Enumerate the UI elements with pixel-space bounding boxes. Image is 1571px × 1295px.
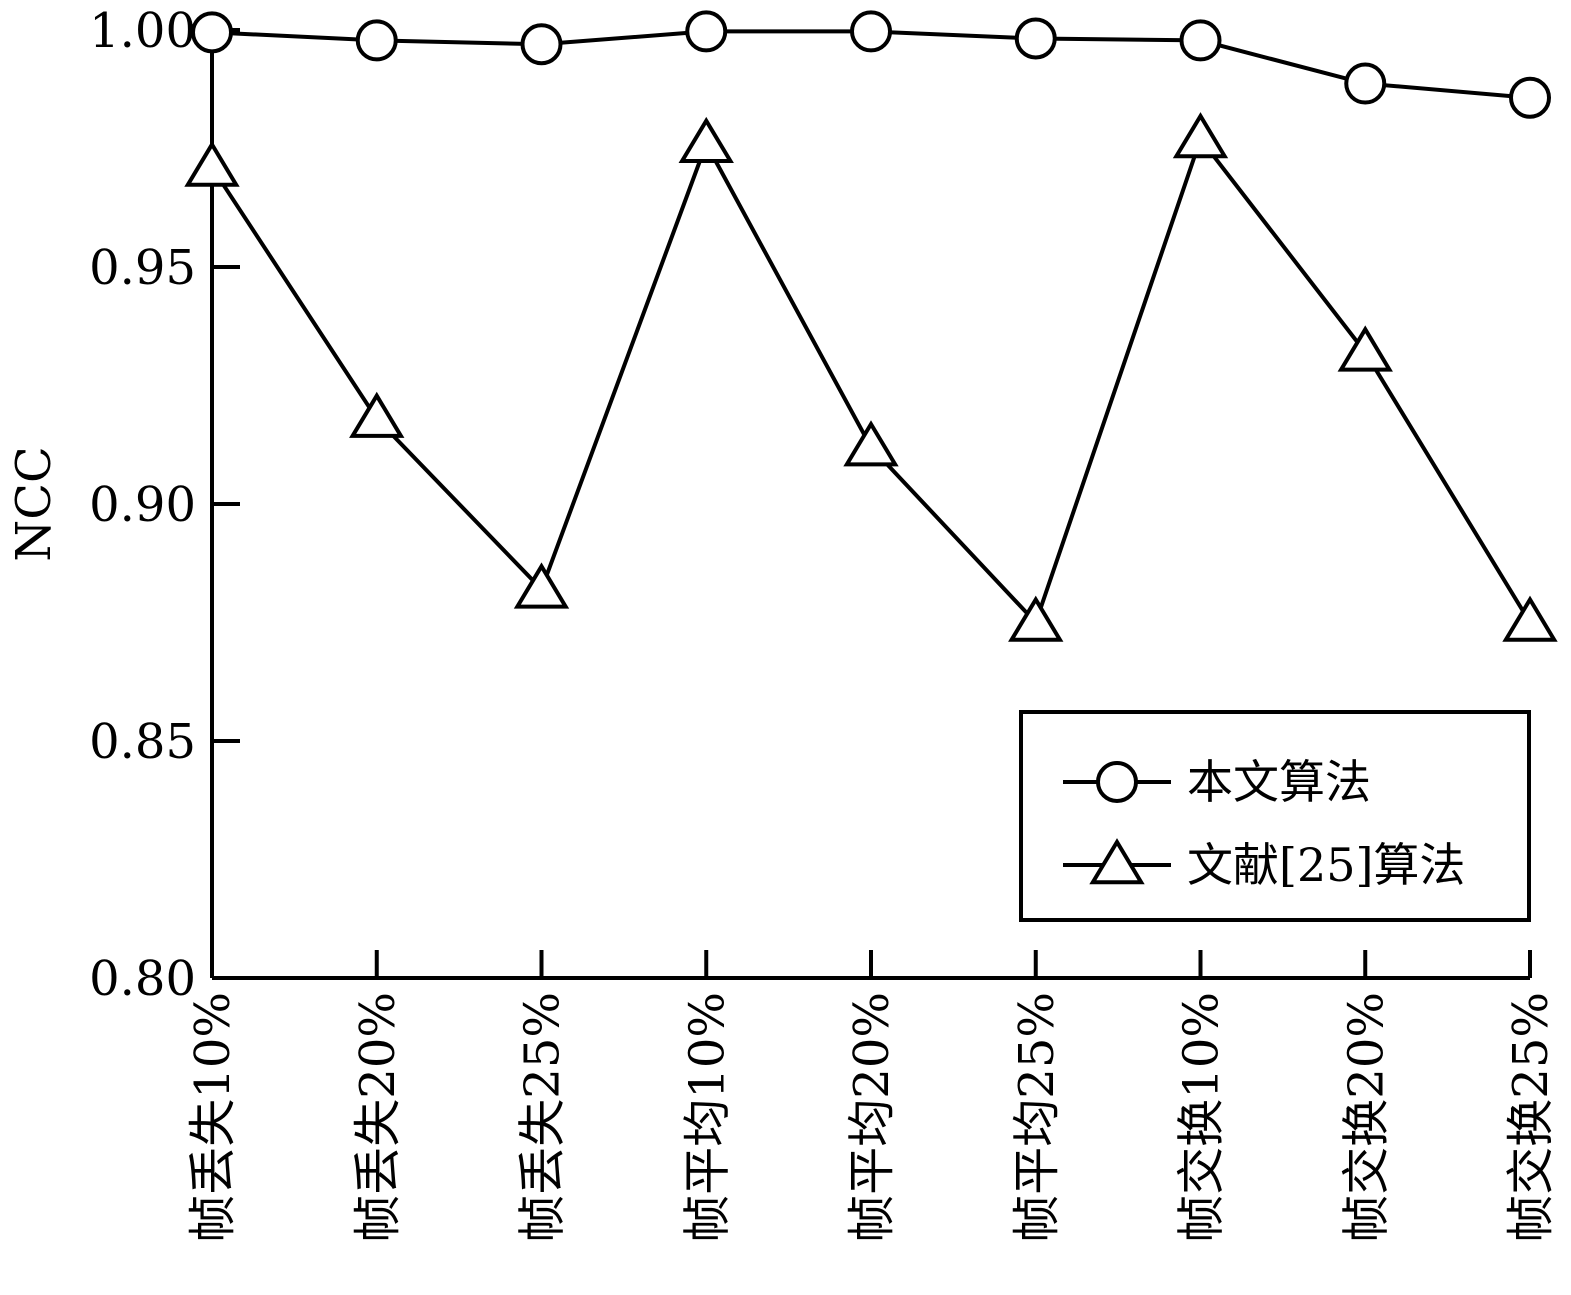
legend-label: 文献[25]算法 bbox=[1187, 838, 1465, 892]
legend-label: 本文算法 bbox=[1187, 755, 1371, 809]
legend-item-1: 本文算法 bbox=[1063, 755, 1371, 809]
x-tick-label: 帧丢失20% bbox=[350, 992, 406, 1243]
y-tick-label: 0.95 bbox=[89, 240, 196, 296]
legend-marker bbox=[1096, 761, 1138, 803]
x-tick-label: 帧平均25% bbox=[1009, 992, 1065, 1243]
data-point bbox=[1014, 17, 1057, 60]
data-point bbox=[1008, 595, 1064, 642]
plot-area bbox=[184, 10, 1558, 642]
data-point bbox=[349, 391, 405, 438]
series-line bbox=[210, 134, 1532, 627]
data-point bbox=[1502, 595, 1558, 642]
data-point bbox=[843, 420, 899, 467]
x-tick-label: 帧平均20% bbox=[844, 992, 900, 1243]
axes: 0.80 0.85 0.90 0.95 1.00 NCC 帧丢失10% 帧丢失20% 帧丢失25… bbox=[6, 3, 1559, 1243]
x-tick-label: 帧交换20% bbox=[1338, 992, 1394, 1243]
x-tick-label: 帧交换25% bbox=[1503, 992, 1559, 1243]
data-point bbox=[184, 140, 240, 187]
data-point bbox=[513, 562, 570, 609]
x-tick-label: 帧平均10% bbox=[679, 992, 735, 1243]
y-tick-label: 0.80 bbox=[89, 951, 196, 1007]
data-point bbox=[685, 10, 728, 53]
y-tick-label: 0.90 bbox=[89, 477, 196, 533]
y-tick-label: 0.85 bbox=[89, 714, 196, 770]
data-point bbox=[1344, 62, 1387, 105]
series-2 bbox=[184, 112, 1558, 642]
data-point bbox=[355, 19, 398, 62]
legend-box bbox=[1019, 710, 1531, 922]
x-tick-label: 帧丢失25% bbox=[515, 992, 571, 1243]
data-point bbox=[191, 11, 233, 54]
data-point bbox=[1337, 325, 1393, 372]
series-1 bbox=[191, 10, 1551, 119]
legend-marker bbox=[1089, 838, 1145, 885]
data-point bbox=[850, 10, 892, 53]
y-tick-label: 1.00 bbox=[89, 3, 196, 59]
legend-item-2: 文献[25]算法 bbox=[1063, 838, 1465, 892]
data-point bbox=[1172, 112, 1229, 159]
x-tick-label: 帧丢失10% bbox=[185, 992, 241, 1243]
x-tick-label: 帧交换10% bbox=[1174, 992, 1230, 1243]
y-axis-title: NCC bbox=[6, 446, 62, 561]
data-point bbox=[678, 116, 734, 164]
data-point bbox=[1509, 76, 1551, 119]
data-point bbox=[520, 23, 563, 66]
data-point bbox=[1179, 19, 1222, 62]
